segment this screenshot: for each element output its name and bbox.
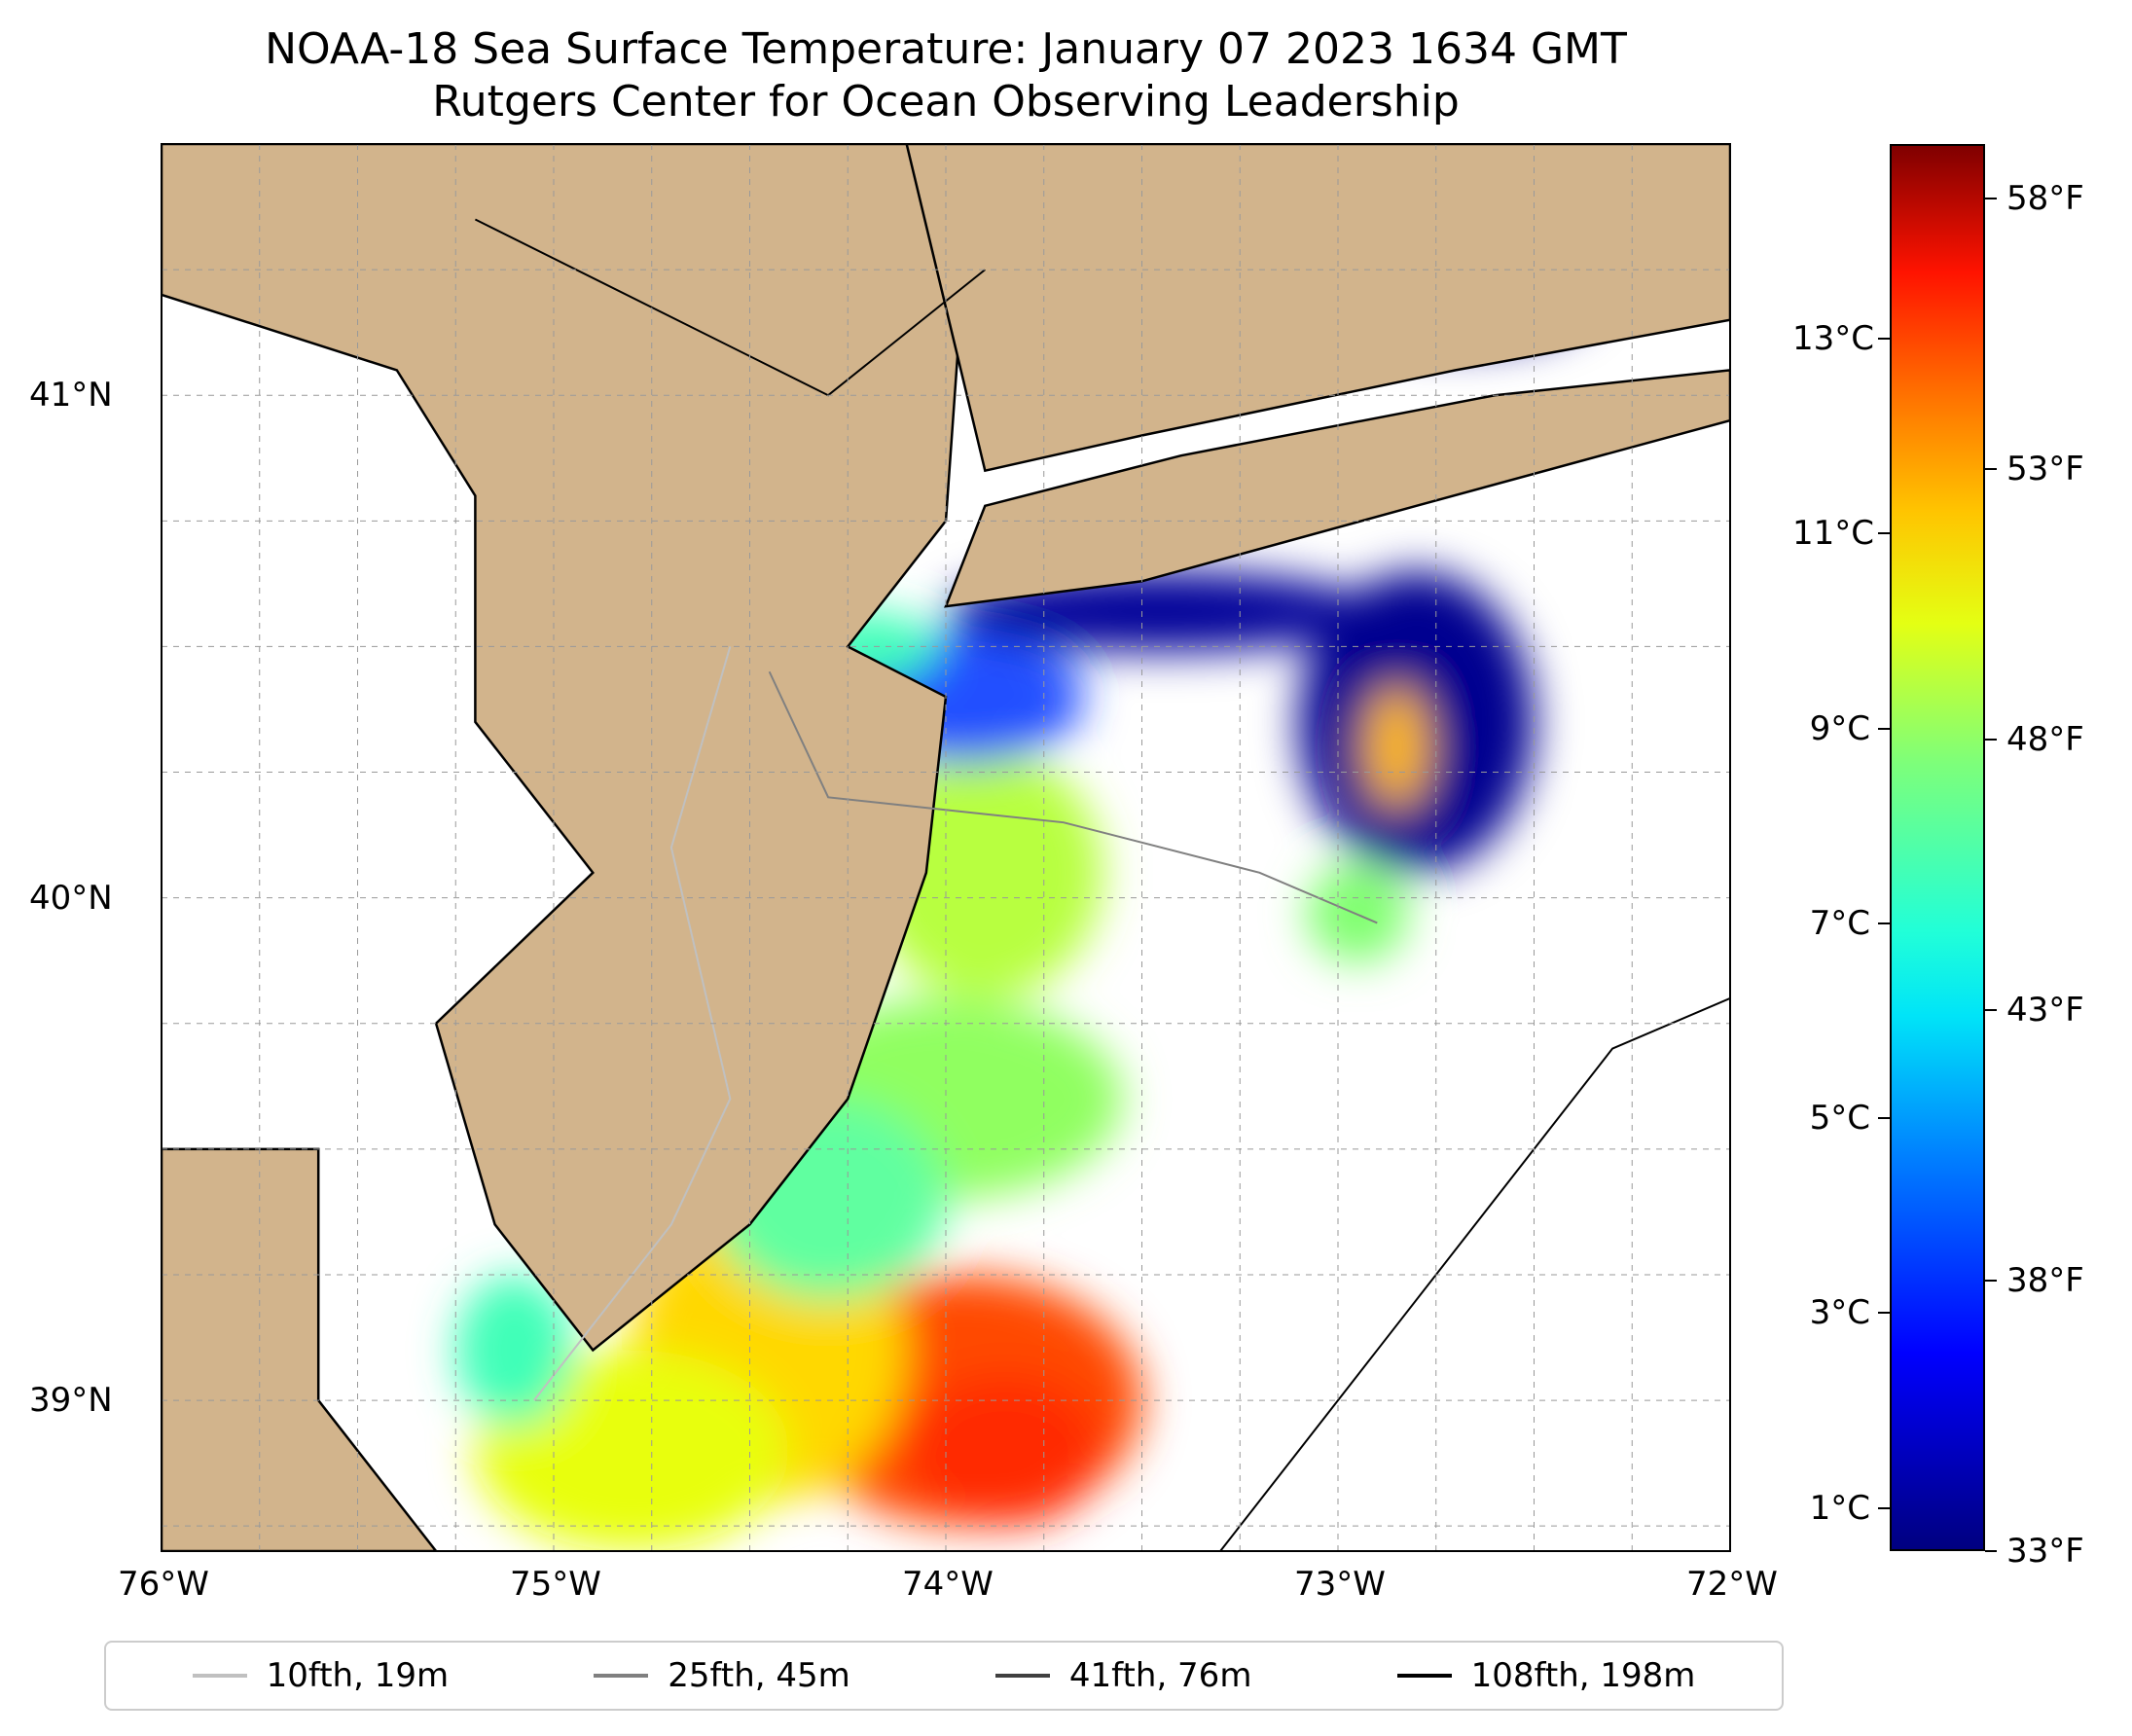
colorbar-tick-c [1878, 922, 1890, 924]
colorbar-label-f: 38°F [2006, 1260, 2084, 1300]
colorbar-tick-f [1985, 1279, 1997, 1282]
colorbar-tick-f [1985, 467, 1997, 470]
colorbar-label-f: 53°F [2006, 449, 2084, 488]
colorbar [1890, 144, 1985, 1551]
lon-tick-label: 74°W [902, 1565, 994, 1604]
colorbar-tick-f [1985, 738, 1997, 741]
isobath-shelf_198m [1219, 997, 1730, 1551]
legend-label-19m: 10fth, 19m [266, 1656, 450, 1695]
isobath-depth_45m [768, 670, 1378, 924]
lon-tick-label: 73°W [1294, 1565, 1386, 1604]
chart-subtitle: Rutgers Center for Ocean Observing Leade… [432, 77, 1460, 127]
land-connecticut [905, 144, 1730, 473]
legend-label-45m: 25fth, 45m [668, 1656, 850, 1695]
legend-swatch-45m [594, 1674, 649, 1678]
colorbar-label-c: 7°C [1809, 903, 1870, 943]
lat-tick-label: 39°N [29, 1381, 113, 1421]
legend-item-19m: 10fth, 19m [192, 1656, 450, 1695]
colorbar-label-c: 13°C [1792, 319, 1875, 359]
colorbar-label-f: 58°F [2006, 178, 2084, 218]
colorbar-label-f: 48°F [2006, 719, 2084, 759]
colorbar-tick-f [1985, 1008, 1997, 1011]
map-frame [161, 143, 1731, 1552]
legend-swatch-19m [192, 1674, 247, 1678]
sst-patch [906, 1375, 1103, 1527]
chart-title: NOAA-18 Sea Surface Temperature: January… [265, 24, 1627, 74]
lon-tick-label: 76°W [118, 1565, 209, 1604]
legend-label-76m: 41fth, 76m [1068, 1656, 1252, 1695]
colorbar-tick-c [1878, 1312, 1890, 1315]
colorbar-tick-f [1985, 197, 1997, 199]
legend-label-198m: 108fth, 198m [1470, 1656, 1696, 1695]
colorbar-label-f: 43°F [2006, 990, 2084, 1030]
colorbar-label-c: 9°C [1809, 708, 1870, 748]
colorbar-tick-c [1878, 338, 1890, 341]
colorbar-label-c: 1°C [1809, 1488, 1870, 1528]
isobath-depth_19m [533, 646, 732, 1401]
colorbar-tick-c [1878, 727, 1890, 730]
lon-tick-label: 75°W [510, 1565, 601, 1604]
colorbar-tick-c [1878, 1506, 1890, 1509]
legend-item-198m: 108fth, 198m [1396, 1656, 1696, 1695]
legend-swatch-198m [1396, 1674, 1452, 1678]
legend-item-76m: 41fth, 76m [994, 1656, 1252, 1695]
colorbar-tick-f [1985, 1550, 1997, 1552]
legend-item-45m: 25fth, 45m [594, 1656, 850, 1695]
map-area [162, 144, 1730, 1551]
colorbar-label-f: 33°F [2006, 1532, 2084, 1571]
legend-swatch-76m [994, 1674, 1050, 1678]
colorbar-label-c: 3°C [1809, 1293, 1870, 1333]
isobath-legend: 10fth, 19m 25fth, 45m 41fth, 76m 108fth,… [104, 1641, 1784, 1711]
sst-patch [1306, 862, 1409, 963]
sst-patch [1365, 686, 1428, 808]
lat-tick-label: 40°N [29, 878, 113, 918]
colorbar-tick-c [1878, 1117, 1890, 1120]
colorbar-tick-c [1878, 532, 1890, 535]
lat-tick-label: 41°N [29, 376, 113, 416]
colorbar-label-c: 11°C [1792, 514, 1875, 554]
colorbar-label-c: 5°C [1809, 1099, 1870, 1139]
lon-tick-label: 72°W [1686, 1565, 1778, 1604]
